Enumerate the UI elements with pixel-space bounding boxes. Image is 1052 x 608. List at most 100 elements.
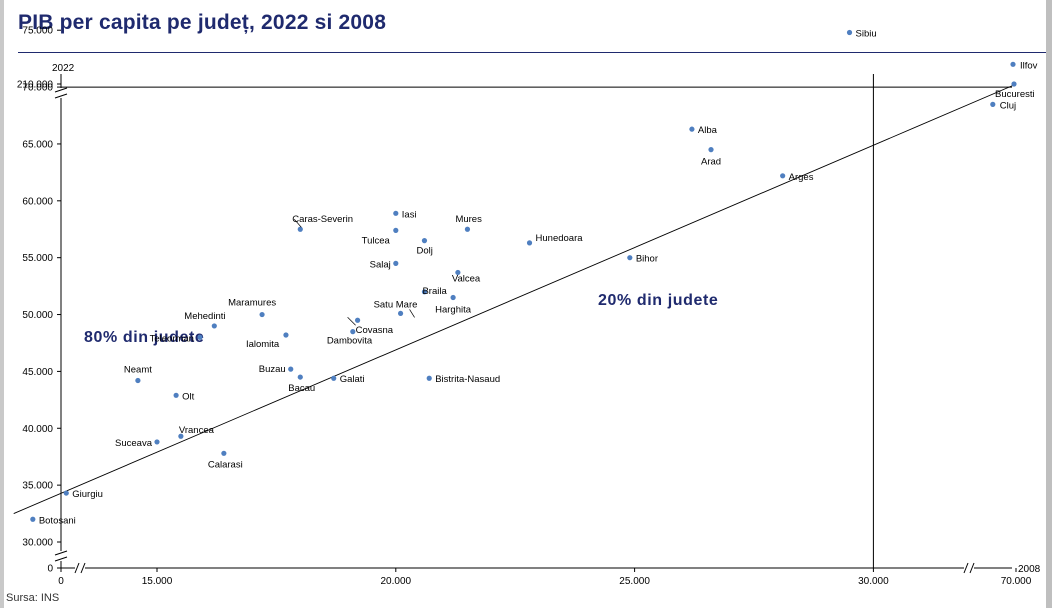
data-point-maramures bbox=[259, 311, 265, 318]
data-label-mehedinti: Mehedinti bbox=[184, 311, 225, 322]
data-point-bacau bbox=[297, 374, 303, 380]
data-point-valcea bbox=[455, 269, 461, 276]
data-point-alba bbox=[689, 126, 695, 132]
data-point-dolj bbox=[421, 238, 428, 244]
data-point-arad bbox=[708, 147, 714, 153]
data-point-sibiu bbox=[846, 29, 853, 36]
data-point-satu-mare bbox=[397, 310, 404, 317]
y-tick-label: 40.000 bbox=[22, 424, 53, 435]
x-axis-break-mark bbox=[969, 562, 975, 574]
y-tick-label: 65.000 bbox=[22, 139, 53, 150]
label-leader-line bbox=[409, 309, 415, 318]
data-point-harghita bbox=[450, 294, 456, 301]
x-tick-label: 70.000 bbox=[1001, 576, 1032, 587]
data-point-cluj bbox=[990, 101, 996, 107]
data-label-ialomita: Ialomita bbox=[246, 339, 280, 350]
data-label-maramures: Maramures bbox=[228, 298, 276, 309]
data-point-tulcea bbox=[393, 227, 399, 233]
chart-title: PIB per capita pe județ, 2022 si 2008 bbox=[18, 11, 387, 34]
x-tick-label: 15.000 bbox=[142, 576, 173, 587]
data-label-alba: Alba bbox=[698, 125, 718, 136]
data-label-bacau: Bacau bbox=[288, 383, 315, 394]
data-point-mehedinti bbox=[211, 323, 217, 329]
data-point-bistrita-nasaud bbox=[426, 375, 432, 381]
data-label-sibiu: Sibiu bbox=[856, 28, 877, 39]
x-tick-label: 0 bbox=[58, 576, 64, 587]
data-point-hunedoara bbox=[526, 240, 533, 246]
data-point-braila bbox=[421, 289, 428, 295]
label-leader-line bbox=[347, 316, 356, 326]
data-point-suceava bbox=[154, 439, 160, 445]
data-point-covasna bbox=[354, 317, 361, 323]
data-point-buzau bbox=[288, 366, 294, 372]
data-point-vrancea bbox=[178, 433, 184, 439]
x-tick-label: 30.000 bbox=[858, 576, 889, 587]
x-axis-break-mark bbox=[963, 562, 969, 574]
data-point-bihor bbox=[627, 255, 633, 261]
x-tick-label: 20.000 bbox=[381, 576, 412, 587]
y-tick-label: 60.000 bbox=[22, 196, 53, 207]
data-point-dambovita bbox=[350, 328, 356, 335]
x-axis-break-gap bbox=[75, 564, 85, 572]
data-point-calarasi bbox=[221, 450, 227, 456]
data-label-covasna: Covasna bbox=[356, 325, 394, 336]
data-label-salaj: Salaj bbox=[370, 259, 391, 270]
data-label-dolj: Dolj bbox=[416, 246, 432, 257]
y-tick-label: 55.000 bbox=[22, 253, 53, 264]
quadrant-label-bottom-left: 80% din judete bbox=[84, 329, 204, 346]
y-tick-label: 210.000 bbox=[17, 80, 54, 91]
data-label-ilfov: Ilfov bbox=[1020, 60, 1038, 71]
title-underline bbox=[18, 52, 1046, 53]
y-axis-break-mark bbox=[54, 556, 68, 562]
y-axis-break-mark bbox=[54, 550, 68, 556]
y-axis-break-gap bbox=[57, 551, 65, 561]
data-label-suceava: Suceava bbox=[115, 438, 153, 449]
quadrant-label-top-right: 20% din judete bbox=[598, 292, 718, 309]
x-axis-break-mark bbox=[74, 562, 80, 574]
y-tick-label: 35.000 bbox=[22, 481, 53, 492]
data-label-satu-mare: Satu Mare bbox=[374, 299, 418, 310]
y-axis-break-gap bbox=[57, 88, 65, 98]
y-tick-label: 70.000 bbox=[22, 83, 53, 94]
data-label-giurgiu: Giurgiu bbox=[72, 489, 103, 500]
data-label-bucuresti: Bucuresti bbox=[995, 89, 1035, 100]
data-label-teleorman: Teleorman bbox=[150, 333, 194, 344]
data-point-ilfov bbox=[1010, 61, 1016, 67]
data-point-mures bbox=[464, 226, 471, 232]
data-label-cluj: Cluj bbox=[1000, 100, 1016, 111]
data-label-caras-severin: Caras-Severin bbox=[292, 214, 353, 225]
data-point-olt bbox=[173, 392, 179, 398]
data-label-buzau: Buzau bbox=[259, 364, 286, 375]
x-axis-label: 2008 bbox=[1018, 564, 1041, 575]
data-point-salaj bbox=[393, 260, 399, 266]
data-label-dambovita: Dambovita bbox=[327, 336, 373, 347]
data-point-bucuresti bbox=[1011, 81, 1017, 87]
label-leader-line bbox=[294, 219, 302, 228]
data-label-mures: Mures bbox=[455, 214, 482, 225]
data-label-botosani: Botosani bbox=[39, 515, 76, 526]
data-label-arges: Arges bbox=[789, 172, 814, 183]
window-frame-right bbox=[1046, 0, 1052, 608]
data-point-caras-severin bbox=[297, 226, 303, 232]
data-label-arad: Arad bbox=[701, 157, 721, 168]
data-point-neamt bbox=[135, 377, 141, 384]
data-label-bistrita-nasaud: Bistrita-Nasaud bbox=[435, 374, 500, 385]
y-tick-label: 0 bbox=[47, 564, 53, 575]
data-point-arges bbox=[780, 173, 786, 179]
x-axis-break-mark bbox=[80, 562, 86, 574]
data-point-ialomita bbox=[283, 332, 289, 338]
x-tick-label: 25.000 bbox=[619, 576, 650, 587]
data-label-braila: Braila bbox=[422, 286, 447, 297]
data-label-galati: Galati bbox=[340, 374, 365, 385]
y-tick-label: 30.000 bbox=[22, 538, 53, 549]
y-tick-label: 75.000 bbox=[22, 26, 53, 37]
data-point-galati bbox=[331, 375, 337, 381]
data-point-teleorman bbox=[197, 334, 203, 340]
window-frame-left bbox=[0, 0, 4, 608]
data-label-neamt: Neamt bbox=[124, 365, 152, 376]
trend-line bbox=[13, 84, 1015, 514]
y-axis-label: 2022 bbox=[52, 63, 75, 74]
data-point-iasi bbox=[393, 210, 399, 216]
y-tick-label: 50.000 bbox=[22, 310, 53, 321]
